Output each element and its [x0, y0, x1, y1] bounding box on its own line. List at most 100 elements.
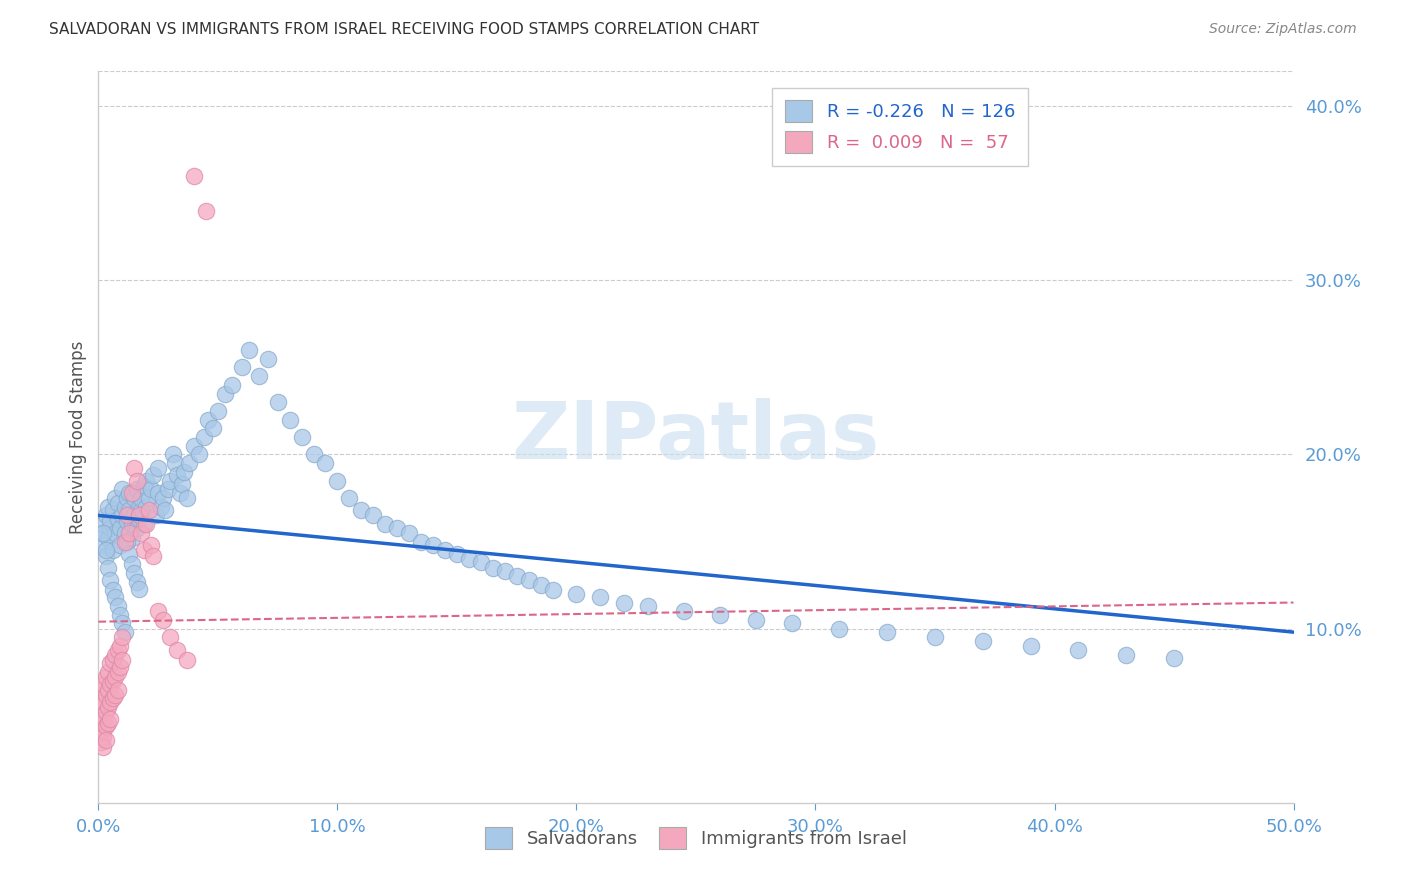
Point	[124, 508, 146, 523]
Point	[98, 521, 122, 535]
Point	[111, 483, 134, 497]
Point	[159, 631, 181, 645]
Point	[107, 599, 129, 613]
Point	[101, 653, 124, 667]
Point	[91, 740, 114, 755]
Point	[458, 552, 481, 566]
Point	[128, 512, 150, 526]
Point	[156, 483, 179, 497]
Point	[90, 717, 112, 731]
Point	[91, 712, 114, 726]
Point	[207, 404, 229, 418]
Point	[107, 496, 129, 510]
Point	[363, 508, 385, 523]
Point	[94, 508, 117, 523]
Point	[108, 607, 131, 622]
Point	[97, 531, 120, 545]
Point	[780, 616, 803, 631]
Point	[374, 517, 396, 532]
Point	[128, 500, 150, 514]
Point	[613, 595, 636, 609]
Point	[169, 485, 191, 500]
Point	[115, 534, 138, 549]
Point	[124, 461, 146, 475]
Point	[104, 670, 127, 684]
Point	[104, 648, 127, 662]
Point	[149, 500, 172, 514]
Point	[195, 203, 218, 218]
Point	[291, 430, 314, 444]
Point	[470, 556, 492, 570]
Point	[111, 631, 134, 645]
Point	[115, 514, 138, 528]
Point	[94, 549, 117, 563]
Point	[101, 543, 124, 558]
Point	[97, 665, 120, 680]
Point	[98, 677, 122, 691]
Point	[179, 456, 201, 470]
Point	[104, 491, 127, 505]
Text: SALVADORAN VS IMMIGRANTS FROM ISRAEL RECEIVING FOOD STAMPS CORRELATION CHART: SALVADORAN VS IMMIGRANTS FROM ISRAEL REC…	[49, 22, 759, 37]
Point	[183, 169, 205, 183]
Point	[94, 543, 117, 558]
Point	[326, 474, 349, 488]
Point	[166, 468, 188, 483]
Point	[98, 712, 122, 726]
Point	[135, 474, 157, 488]
Point	[350, 503, 373, 517]
Point	[111, 616, 134, 631]
Point	[90, 682, 112, 697]
Point	[124, 491, 146, 505]
Point	[101, 583, 124, 598]
Point	[589, 591, 612, 605]
Point	[135, 517, 157, 532]
Point	[101, 503, 124, 517]
Point	[91, 538, 114, 552]
Point	[90, 525, 112, 540]
Point	[411, 534, 433, 549]
Point	[107, 512, 129, 526]
Point	[125, 483, 148, 497]
Point	[128, 508, 150, 523]
Point	[98, 657, 122, 671]
Point	[202, 421, 225, 435]
Legend: Salvadorans, Immigrants from Israel: Salvadorans, Immigrants from Israel	[474, 816, 918, 860]
Point	[132, 517, 155, 532]
Point	[745, 613, 768, 627]
Point	[121, 531, 143, 545]
Point	[90, 700, 112, 714]
Point	[138, 503, 160, 517]
Point	[506, 569, 529, 583]
Point	[132, 543, 155, 558]
Point	[107, 642, 129, 657]
Point	[114, 625, 136, 640]
Point	[104, 525, 127, 540]
Point	[173, 465, 195, 479]
Point	[91, 695, 114, 709]
Point	[125, 574, 148, 589]
Point	[302, 448, 325, 462]
Point	[91, 525, 114, 540]
Point	[494, 564, 516, 578]
Point	[278, 412, 301, 426]
Point	[139, 538, 162, 552]
Point	[98, 573, 122, 587]
Point	[1163, 651, 1185, 665]
Point	[115, 508, 138, 523]
Point	[115, 491, 138, 505]
Point	[876, 625, 898, 640]
Point	[108, 639, 131, 653]
Point	[101, 673, 124, 688]
Point	[131, 525, 153, 540]
Text: ZIPatlas: ZIPatlas	[512, 398, 880, 476]
Point	[104, 688, 127, 702]
Point	[139, 483, 162, 497]
Point	[94, 688, 117, 702]
Point	[90, 735, 112, 749]
Point	[221, 377, 243, 392]
Point	[187, 448, 209, 462]
Point	[541, 583, 564, 598]
Point	[131, 503, 153, 517]
Point	[193, 430, 215, 444]
Point	[124, 566, 146, 580]
